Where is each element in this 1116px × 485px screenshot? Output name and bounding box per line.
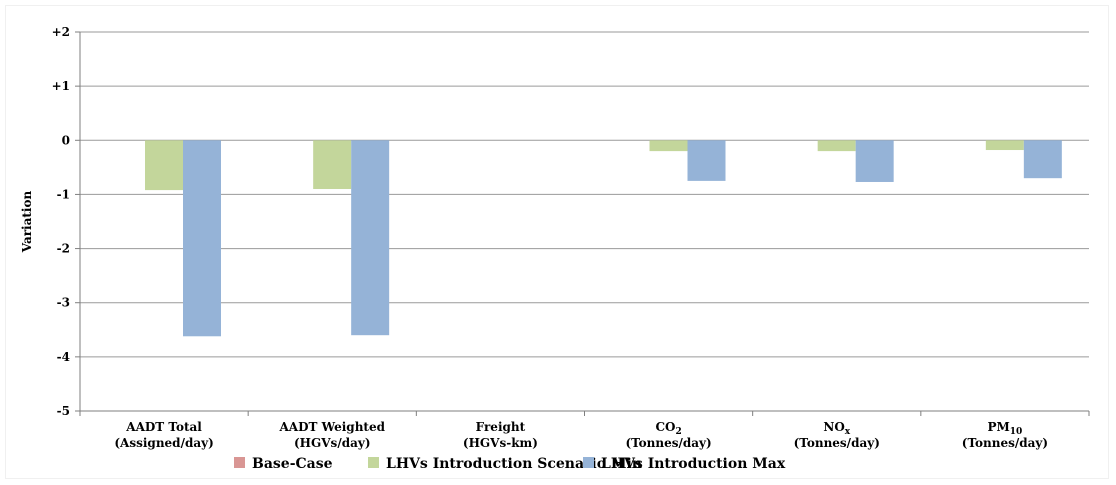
x-tick-label: (Assigned/day)	[114, 436, 213, 450]
x-tick-label: AADT Total	[125, 420, 202, 434]
y-axis-label: Variation	[20, 190, 34, 253]
x-tick-label: PM10	[987, 420, 1022, 437]
x-tick-label: CO2	[655, 420, 681, 437]
y-tick-label: -3	[57, 296, 70, 310]
legend-label: LHVs Introduction Max	[601, 456, 786, 472]
bar	[183, 140, 221, 337]
y-tick-label: -2	[57, 242, 70, 256]
bar	[649, 140, 688, 152]
y-tick-label: -5	[57, 404, 70, 418]
legend-label: LHVs Introduction Scenario Min	[386, 456, 642, 472]
x-tick-label: (Tonnes/day)	[625, 436, 711, 450]
chart-frame	[5, 5, 1109, 479]
bar	[351, 140, 390, 336]
bar	[817, 140, 856, 152]
bar	[145, 140, 183, 191]
bar	[1023, 140, 1062, 179]
legend-label: Base-Case	[252, 456, 333, 472]
bar	[985, 140, 1024, 151]
bar	[313, 140, 352, 190]
y-tick-label: 0	[62, 133, 70, 147]
x-tick-label: (Tonnes/day)	[794, 436, 880, 450]
y-tick-label: +1	[52, 79, 70, 93]
legend-swatch	[368, 457, 379, 468]
bar	[855, 140, 894, 182]
x-tick-label: (Tonnes/day)	[962, 436, 1048, 450]
y-tick-label: -4	[57, 350, 70, 364]
x-tick-label: AADT Weighted	[278, 420, 385, 434]
legend-swatch	[583, 457, 594, 468]
x-tick-label: Freight	[476, 420, 526, 434]
legend-swatch	[234, 457, 245, 468]
y-tick-label: -1	[57, 187, 70, 201]
x-tick-label: (HGVs-km)	[463, 436, 538, 450]
y-tick-label: +2	[52, 25, 70, 39]
x-tick-label: (HGVs/day)	[294, 436, 371, 450]
x-tick-label: NOx	[823, 420, 850, 437]
bar	[687, 140, 726, 181]
